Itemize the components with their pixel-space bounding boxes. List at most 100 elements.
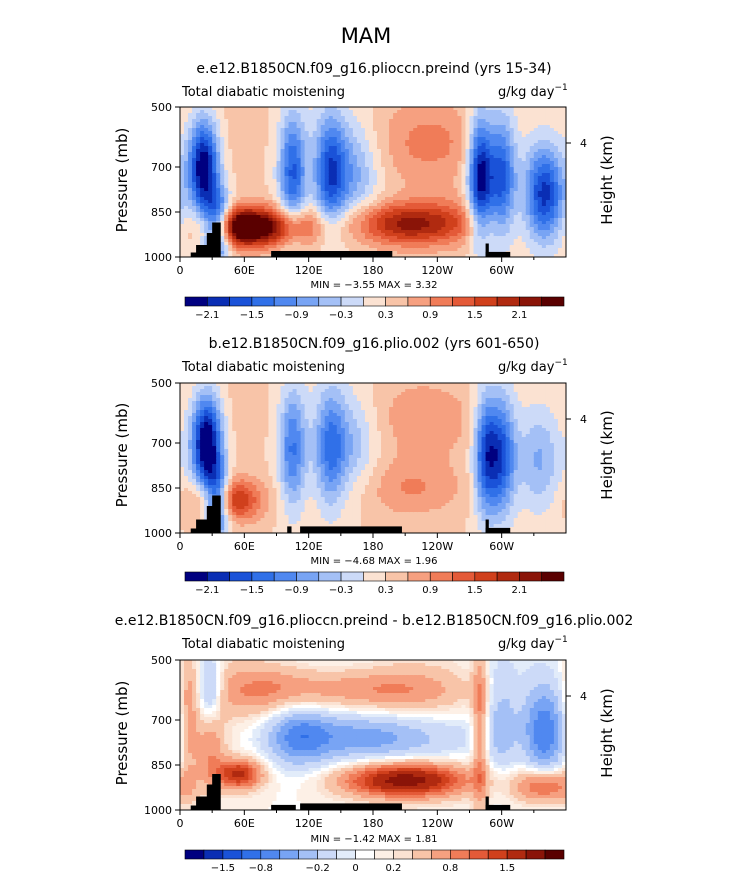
field-cell <box>525 110 531 114</box>
field-cell <box>381 164 386 168</box>
field-cell <box>485 113 491 117</box>
field-cell <box>477 131 483 135</box>
field-cell <box>180 176 185 180</box>
field-cell <box>481 110 487 114</box>
field-cell <box>505 191 511 195</box>
field-cell <box>324 128 330 132</box>
field-cell <box>184 116 189 120</box>
field-cell <box>308 206 314 210</box>
field-cell <box>204 107 209 111</box>
field-cell <box>517 149 523 153</box>
field-cell <box>481 215 487 219</box>
field-cell <box>529 194 535 198</box>
field-cell <box>292 242 298 246</box>
field-cell <box>425 152 430 156</box>
field-cell <box>328 140 334 144</box>
field-cell <box>328 233 334 237</box>
field-cell <box>497 185 503 189</box>
field-cell <box>509 251 515 255</box>
field-cell <box>473 137 479 141</box>
field-cell <box>312 170 318 174</box>
field-cell <box>332 179 338 183</box>
field-cell <box>477 173 483 177</box>
field-cell <box>232 227 237 231</box>
field-cell <box>481 146 487 150</box>
field-cell <box>352 173 358 177</box>
field-cell <box>465 251 471 255</box>
field-cell <box>208 215 213 219</box>
field-cell <box>272 116 278 120</box>
field-cell <box>184 227 189 231</box>
field-cell <box>312 143 318 147</box>
field-cell <box>324 116 330 120</box>
field-cell <box>453 251 459 255</box>
field-cell <box>348 152 354 156</box>
field-cell <box>529 140 535 144</box>
field-cell <box>453 185 459 189</box>
field-cell <box>433 131 438 135</box>
field-cell <box>352 176 358 180</box>
field-cell <box>224 224 229 228</box>
field-cell <box>184 431 189 435</box>
field-cell <box>344 245 350 249</box>
field-cell <box>292 197 298 201</box>
field-cell <box>381 161 386 165</box>
field-cell <box>184 470 189 474</box>
field-cell <box>260 239 266 243</box>
field-cell <box>188 218 193 222</box>
field-cell <box>505 248 511 252</box>
field-cell <box>449 164 455 168</box>
field-cell <box>216 185 221 189</box>
field-cell <box>236 233 241 237</box>
field-cell <box>264 152 270 156</box>
field-cell <box>208 161 213 165</box>
field-cell <box>212 194 217 198</box>
field-cell <box>453 245 459 249</box>
field-cell <box>360 203 366 207</box>
field-cell <box>188 245 193 249</box>
field-cell <box>501 167 507 171</box>
field-cell <box>288 239 294 243</box>
field-cell <box>561 224 566 228</box>
field-cell <box>425 140 430 144</box>
field-cell <box>332 107 338 111</box>
field-cell <box>188 152 193 156</box>
field-cell <box>212 164 217 168</box>
field-cell <box>493 134 499 138</box>
field-cell <box>252 251 257 255</box>
field-cell <box>505 212 511 216</box>
field-cell <box>192 173 197 177</box>
field-cell <box>320 158 326 162</box>
field-cell <box>425 146 430 150</box>
field-cell <box>485 185 491 189</box>
field-cell <box>180 164 185 168</box>
field-cell <box>248 131 253 135</box>
field-cell <box>505 137 511 141</box>
field-cell <box>180 188 185 192</box>
field-cell <box>537 119 543 123</box>
field-cell <box>441 200 446 204</box>
colorbar-swatch <box>318 296 342 307</box>
field-cell <box>268 113 274 117</box>
field-cell <box>505 119 511 123</box>
field-cell <box>228 119 233 123</box>
field-cell <box>393 182 398 186</box>
field-cell <box>344 185 350 189</box>
field-cell <box>393 119 398 123</box>
field-cell <box>300 188 306 192</box>
field-cell <box>180 230 185 234</box>
field-cell <box>320 155 326 159</box>
field-cell <box>344 182 350 186</box>
field-cell <box>377 176 382 180</box>
field-cell <box>477 134 483 138</box>
field-cell <box>344 122 350 126</box>
field-cell <box>513 242 519 246</box>
field-cell <box>449 209 455 213</box>
field-cell <box>557 200 563 204</box>
field-cell <box>441 239 446 243</box>
field-cell <box>481 173 487 177</box>
field-cell <box>529 113 535 117</box>
field-cell <box>453 254 459 257</box>
field-cell <box>549 245 555 249</box>
